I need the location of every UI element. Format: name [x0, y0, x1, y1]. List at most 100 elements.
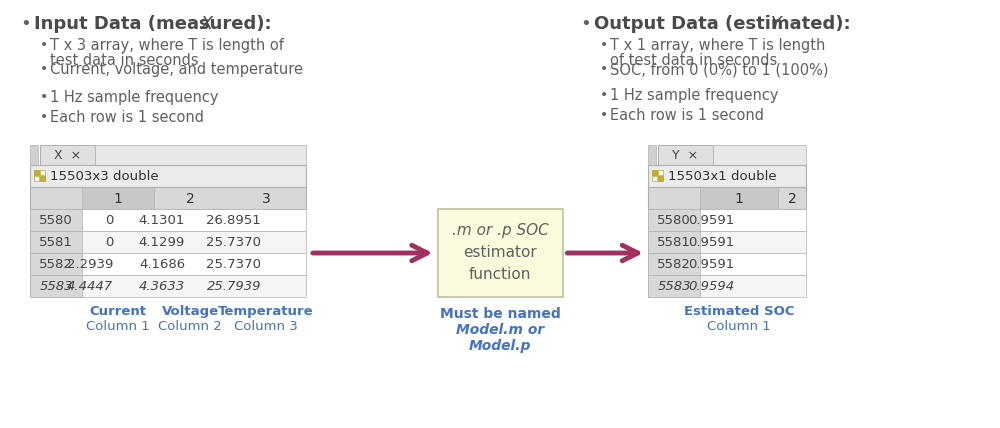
Text: 5580: 5580 [39, 214, 73, 227]
Text: X  ×: X × [54, 149, 81, 162]
Text: 0: 0 [105, 214, 113, 227]
Text: function: function [469, 267, 531, 282]
Text: T x 1 array, where T is length: T x 1 array, where T is length [610, 38, 825, 53]
Text: Input Data (measured):: Input Data (measured): [34, 15, 272, 33]
Text: 2.2939: 2.2939 [67, 258, 113, 271]
Bar [648, 209, 700, 231]
Text: estimator: estimator [463, 245, 537, 260]
Bar [30, 187, 306, 209]
Text: of test data in seconds: of test data in seconds [610, 53, 777, 68]
Bar [30, 253, 306, 275]
Bar [658, 176, 663, 181]
Text: 5581: 5581 [657, 236, 691, 249]
Bar [648, 209, 806, 231]
Text: Column 2: Column 2 [158, 320, 222, 333]
Text: 1: 1 [735, 192, 743, 206]
Text: •: • [40, 38, 48, 52]
Text: •: • [600, 88, 608, 102]
Bar [648, 275, 700, 297]
Text: Current: Current [90, 305, 146, 318]
Bar [34, 170, 39, 175]
Text: Temperature: Temperature [218, 305, 314, 318]
Bar [438, 209, 562, 297]
Text: Column 3: Column 3 [234, 320, 298, 333]
Bar [82, 187, 154, 209]
Bar [30, 165, 306, 187]
Text: 5582: 5582 [39, 258, 73, 271]
Text: 4.3633: 4.3633 [139, 280, 185, 293]
Bar [658, 170, 663, 175]
Bar [30, 209, 306, 231]
Bar [95, 145, 306, 165]
Text: •: • [600, 38, 608, 52]
Text: 0.9591: 0.9591 [688, 258, 734, 271]
Text: 5583: 5583 [657, 280, 691, 293]
Text: 5580: 5580 [657, 214, 691, 227]
Text: 5581: 5581 [39, 236, 73, 249]
Text: T x 3 array, where T is length of: T x 3 array, where T is length of [50, 38, 284, 53]
Text: •: • [40, 90, 48, 104]
Text: Must be named: Must be named [440, 307, 560, 321]
Text: test data in seconds: test data in seconds [50, 53, 199, 68]
Bar [30, 145, 38, 187]
Text: Y: Y [765, 15, 782, 33]
Bar [713, 145, 806, 165]
Bar [648, 231, 700, 253]
Bar [658, 145, 713, 165]
Text: X: X [195, 15, 213, 33]
Bar [648, 165, 806, 187]
Text: Output Data (estimated):: Output Data (estimated): [594, 15, 851, 33]
Bar [30, 253, 82, 275]
Bar [648, 253, 806, 275]
Text: Y  ×: Y × [672, 149, 699, 162]
Text: •: • [580, 15, 591, 33]
Text: 15503x1 double: 15503x1 double [668, 170, 777, 183]
Bar [648, 145, 656, 187]
Text: 2: 2 [788, 192, 796, 206]
Text: 2: 2 [186, 192, 194, 206]
Text: 0.9594: 0.9594 [688, 280, 734, 293]
Text: 0.9591: 0.9591 [688, 214, 734, 227]
Bar [40, 145, 95, 165]
Bar [648, 187, 806, 209]
Text: 26.8951: 26.8951 [206, 214, 261, 227]
Text: Each row is 1 second: Each row is 1 second [610, 108, 764, 123]
Text: Current, voltage, and temperature: Current, voltage, and temperature [50, 62, 303, 77]
Text: SOC, from 0 (0%) to 1 (100%): SOC, from 0 (0%) to 1 (100%) [610, 62, 828, 77]
Bar [30, 231, 82, 253]
Text: 3: 3 [262, 192, 270, 206]
Text: 4.1301: 4.1301 [139, 214, 185, 227]
Text: Model.m or: Model.m or [456, 323, 544, 337]
Bar [30, 275, 306, 297]
Text: •: • [40, 62, 48, 76]
Text: 15503x3 double: 15503x3 double [50, 170, 159, 183]
Bar [30, 209, 82, 231]
Text: Each row is 1 second: Each row is 1 second [50, 110, 204, 125]
Text: Model.p: Model.p [469, 339, 531, 353]
Bar [34, 176, 39, 181]
Text: Column 1: Column 1 [707, 320, 771, 333]
Text: 25.7939: 25.7939 [207, 280, 261, 293]
Bar [652, 170, 657, 175]
Text: 1: 1 [114, 192, 122, 206]
Bar [652, 176, 657, 181]
Text: •: • [20, 15, 31, 33]
Bar [648, 231, 806, 253]
Bar [40, 170, 45, 175]
Text: 25.7370: 25.7370 [206, 258, 261, 271]
Text: Column 1: Column 1 [86, 320, 150, 333]
Text: •: • [600, 108, 608, 122]
Bar [648, 275, 806, 297]
Text: 0: 0 [105, 236, 113, 249]
Text: 0.9591: 0.9591 [688, 236, 734, 249]
Text: 1 Hz sample frequency: 1 Hz sample frequency [50, 90, 218, 105]
Bar [700, 187, 778, 209]
Text: 1 Hz sample frequency: 1 Hz sample frequency [610, 88, 778, 103]
Text: Voltage: Voltage [161, 305, 219, 318]
Text: •: • [40, 110, 48, 124]
Text: Estimated SOC: Estimated SOC [684, 305, 794, 318]
Text: 4.4447: 4.4447 [67, 280, 113, 293]
Bar [30, 231, 306, 253]
Bar [648, 253, 700, 275]
Bar [30, 275, 82, 297]
